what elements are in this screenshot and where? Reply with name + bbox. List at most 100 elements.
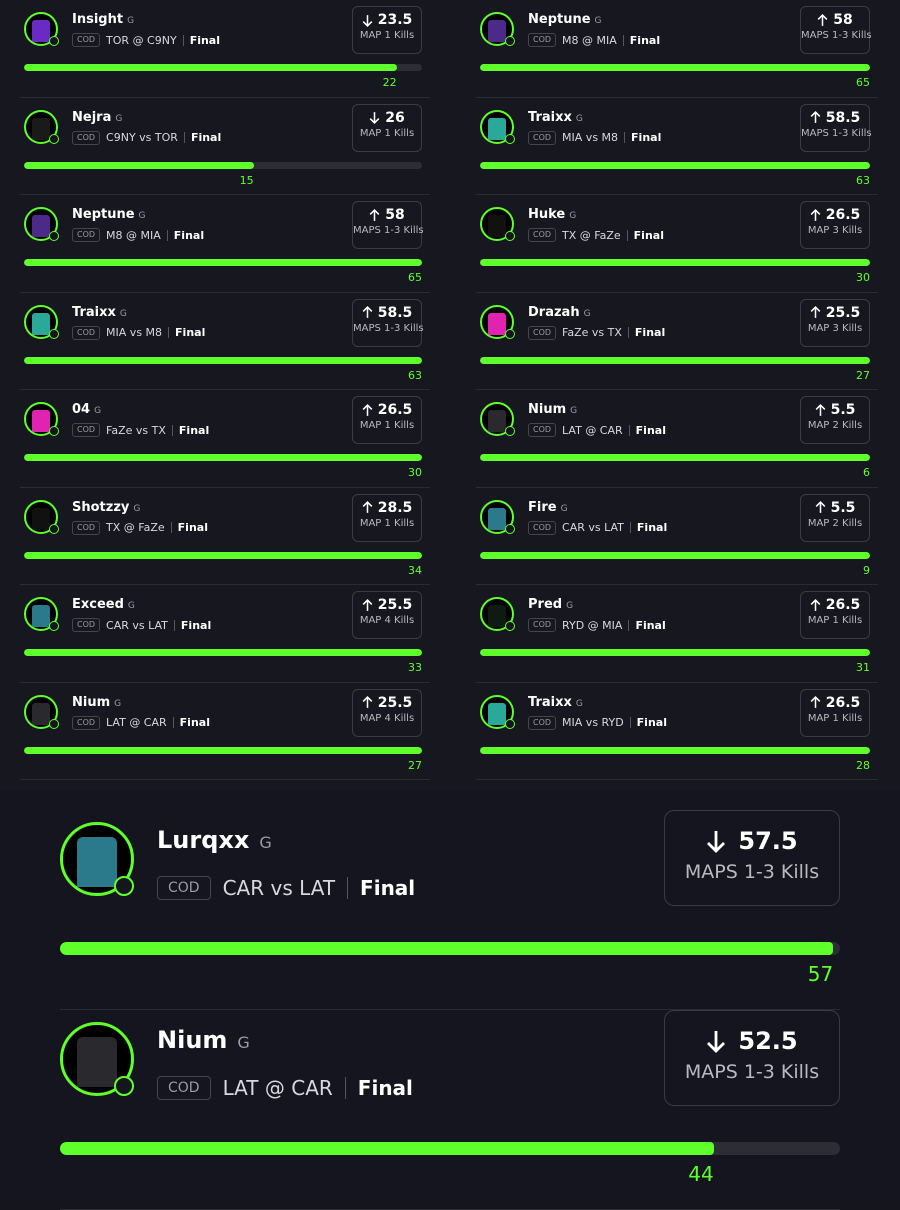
prop-card: Traixx G COD MIA vs RYD Final 26.5 MAP 1 Kills… <box>476 683 878 780</box>
result-label: 30 <box>408 466 422 479</box>
player-name: Nejra G <box>72 109 123 125</box>
status: Final <box>360 876 416 900</box>
match: TX @ FaZe <box>106 521 165 534</box>
prop-card: Nium G COD LAT @ CAR Final 52.5 MAPS 1-3 Kills… <box>60 1010 840 1210</box>
divider <box>182 34 184 46</box>
progress-fill <box>480 64 870 71</box>
line-value: 26.5 <box>825 207 861 223</box>
result-label: 63 <box>408 368 422 382</box>
game-badge: COD <box>528 520 557 535</box>
stat-type: MAP 3 Kills <box>807 322 863 334</box>
result-wrap: 27 <box>480 369 870 383</box>
line-box: 28.5 MAP 1 Kills <box>352 493 422 542</box>
line-box: 58 MAPS 1-3 Kills <box>352 201 424 249</box>
position-tag: G <box>566 601 574 611</box>
progress-fill <box>24 649 422 656</box>
line-box: 26.5 MAP 1 Kills <box>800 591 870 639</box>
result-label: 65 <box>408 271 422 284</box>
line-row: 58 <box>801 12 869 28</box>
progress-track <box>24 746 422 754</box>
player-name: Neptune G <box>72 207 146 222</box>
arrow-up <box>362 598 373 611</box>
player-name: Nium G <box>157 1026 250 1054</box>
result-wrap: 34 <box>24 564 422 578</box>
line-row: 5.5 <box>801 500 869 516</box>
avatar <box>60 822 134 896</box>
player-name: Exceed G <box>72 597 135 612</box>
progress-track <box>480 746 870 754</box>
divider <box>626 229 628 241</box>
progress-track <box>24 454 422 461</box>
progress-fill <box>480 649 870 656</box>
game-badge: COD <box>528 325 557 340</box>
jersey <box>32 410 50 432</box>
game-badge: COD <box>72 520 101 535</box>
match: CAR vs LAT <box>222 876 336 900</box>
line-value: 5.5 <box>830 402 856 418</box>
game-badge: COD <box>157 876 211 900</box>
divider <box>622 34 624 46</box>
arrow-down <box>707 831 726 853</box>
prop-card: Shotzzy G COD TX @ FaZe Final 28.5 MAP 1 Kills… <box>20 488 430 585</box>
line-value: 57.5 <box>738 827 798 855</box>
verified-badge <box>49 36 59 46</box>
avatar <box>24 12 58 46</box>
match-row: COD CAR vs LAT Final <box>528 520 668 535</box>
player-name: Fire G <box>528 499 568 515</box>
progress-track <box>24 161 422 169</box>
jersey <box>32 20 50 42</box>
line-box: 25.5 MAP 3 Kills <box>800 298 870 347</box>
arrow-up <box>810 208 821 221</box>
bottom-panel: Lurqxx G COD CAR vs LAT Final 57.5 MAPS 1-3 Ki… <box>0 790 900 1210</box>
progress-fill <box>24 161 254 169</box>
result-label: 27 <box>408 758 422 772</box>
divider <box>183 132 185 143</box>
line-value: 25.5 <box>377 597 413 613</box>
result-label: 65 <box>856 76 870 89</box>
line-value: 58 <box>833 12 853 28</box>
progress-fill <box>60 1142 714 1155</box>
stat-type: MAP 4 Kills <box>359 615 415 626</box>
verified-badge <box>114 876 134 896</box>
verified-badge <box>114 1076 134 1096</box>
line-row: 26.5 <box>353 402 421 418</box>
result-wrap: 30 <box>480 271 870 285</box>
result-wrap: 57 <box>60 962 840 988</box>
line-row: 26 <box>353 110 421 126</box>
verified-badge <box>49 133 59 144</box>
match: RYD @ MIA <box>562 618 623 632</box>
match-row: COD MIA vs RYD Final <box>528 715 667 730</box>
jersey <box>488 20 506 42</box>
arrow-up <box>362 403 373 416</box>
player-name: Traixx G <box>528 694 583 710</box>
arrow-up <box>362 306 373 318</box>
jersey <box>32 507 50 530</box>
match: LAT @ CAR <box>562 423 623 437</box>
status: Final <box>636 521 668 534</box>
result-label: 34 <box>408 563 422 577</box>
verified-badge <box>505 718 515 729</box>
left-column: Insight G COD TOR @ C9NY Final 23.5 MAP 1 Kill… <box>20 0 430 780</box>
arrow-up <box>817 13 828 26</box>
jersey <box>488 117 506 140</box>
arrow-up <box>362 696 373 708</box>
jersey <box>488 605 506 627</box>
status: Final <box>357 1076 413 1100</box>
progress-track <box>24 649 422 656</box>
match-row: COD TOR @ C9NY Final <box>72 33 220 47</box>
divider <box>170 522 172 533</box>
avatar <box>480 402 514 436</box>
progress-fill <box>24 746 422 754</box>
result-wrap: 30 <box>24 466 422 480</box>
jersey <box>32 215 50 237</box>
position-tag: G <box>259 833 272 852</box>
match: MIA vs M8 <box>562 131 619 144</box>
match: LAT @ CAR <box>222 1076 333 1100</box>
result-wrap: 63 <box>24 369 422 383</box>
progress-track <box>24 259 422 266</box>
match: TX @ FaZe <box>562 228 621 242</box>
result-wrap: 27 <box>24 759 422 773</box>
stat-type: MAPS 1-3 Kills <box>684 861 820 883</box>
line-box: 58 MAPS 1-3 Kills <box>800 6 872 54</box>
arrow-up <box>369 208 380 221</box>
